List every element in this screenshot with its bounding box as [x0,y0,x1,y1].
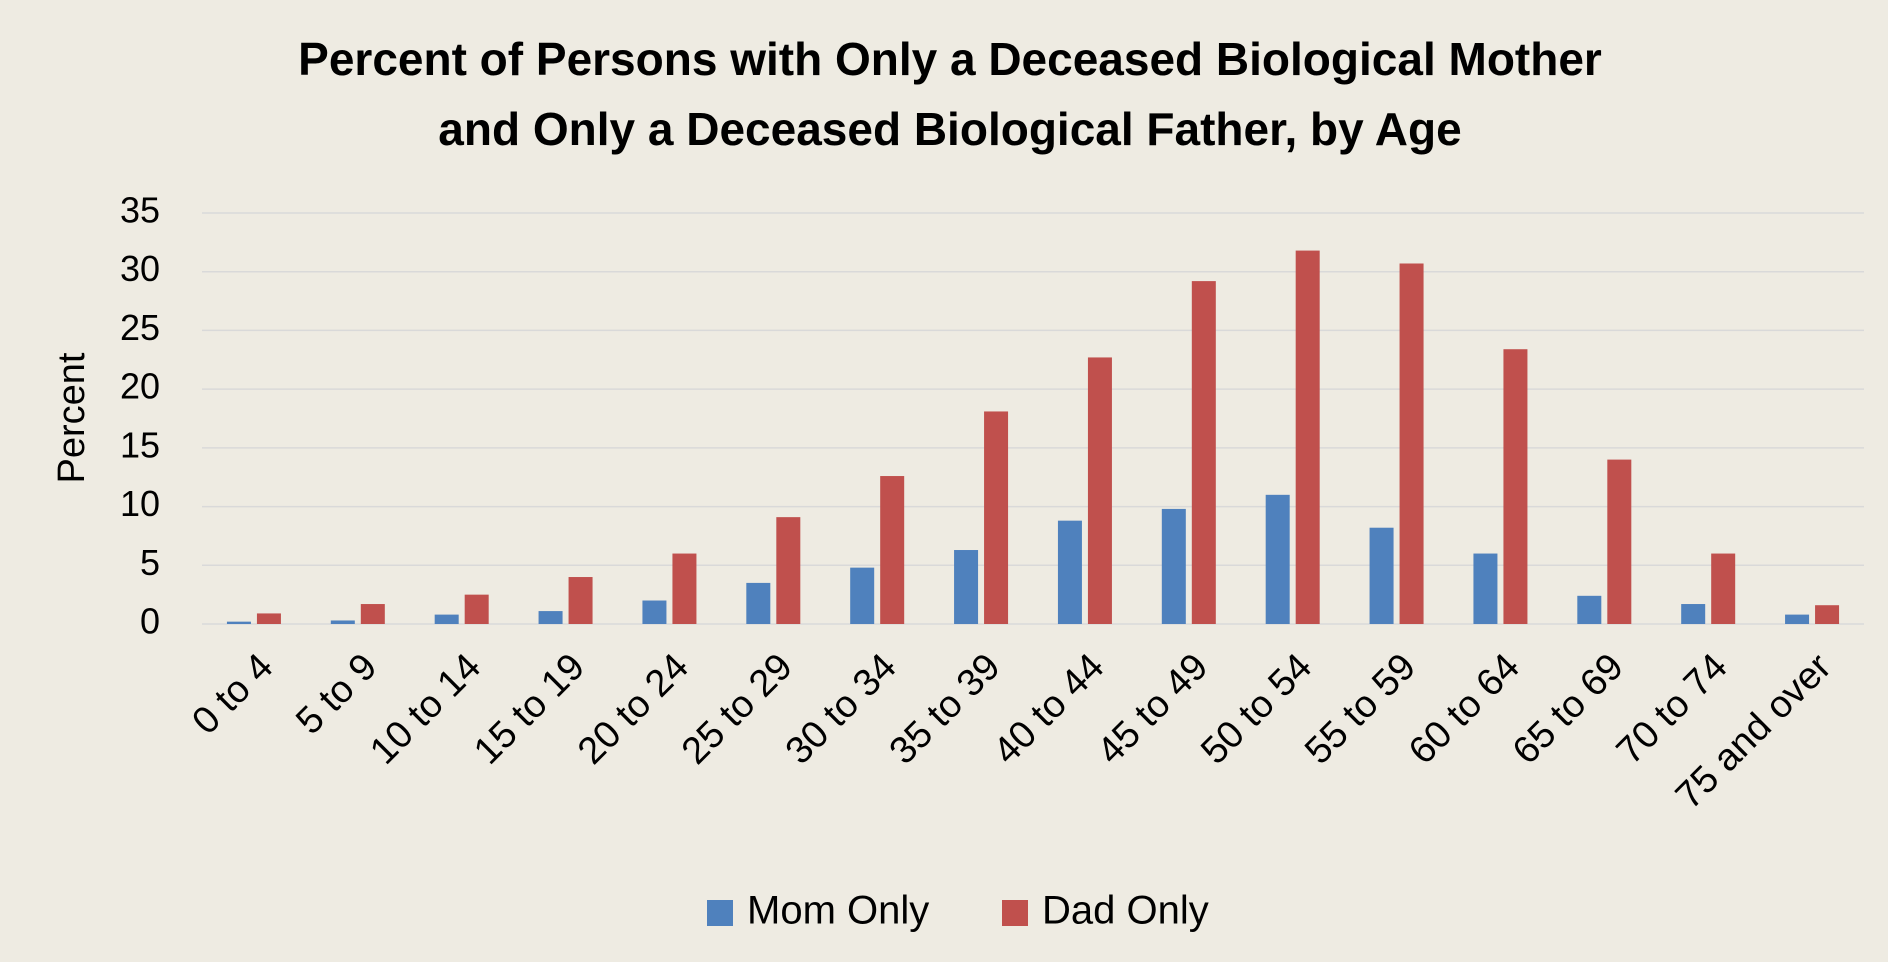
y-tick-label: 35 [120,190,160,231]
bar [256,613,281,624]
bar [850,567,875,624]
bar [1607,459,1632,624]
legend-label: Mom Only [747,889,929,933]
bar [1161,508,1186,624]
bar [1087,357,1112,624]
bar [954,550,979,624]
bar [1295,250,1320,624]
bar [1785,614,1810,624]
bar [1681,604,1706,624]
bar [1503,349,1528,624]
bar [330,620,355,624]
bar [226,621,251,624]
bar [1399,263,1424,624]
bar [538,611,563,624]
y-tick-label: 15 [120,424,160,465]
bar [1577,595,1602,624]
y-tick-label: 30 [120,248,160,289]
bar [1191,281,1216,624]
y-tick-label: 5 [140,542,160,583]
bar [568,577,593,624]
y-axis-label: Percent [51,352,93,483]
bar [642,600,667,624]
y-tick-label: 0 [140,601,160,642]
bar [672,553,697,624]
y-tick-label: 20 [120,366,160,407]
chart-title: and Only a Deceased Biological Father, b… [438,103,1461,155]
bar [1057,520,1082,624]
bar [984,411,1009,624]
bar [1265,494,1290,624]
bar [464,594,489,624]
legend-swatch [707,900,733,926]
bar [880,476,905,624]
bar [434,614,459,624]
chart-title: Percent of Persons with Only a Deceased … [298,33,1602,85]
bar [746,582,771,624]
bar [360,604,385,624]
y-tick-label: 10 [120,483,160,524]
legend-label: Dad Only [1042,889,1209,933]
bar [1369,527,1394,624]
bar [1711,553,1736,624]
bar [776,517,801,624]
y-tick-label: 25 [120,307,160,348]
legend-swatch [1002,900,1028,926]
bar [1815,605,1840,624]
bar [1473,553,1498,624]
